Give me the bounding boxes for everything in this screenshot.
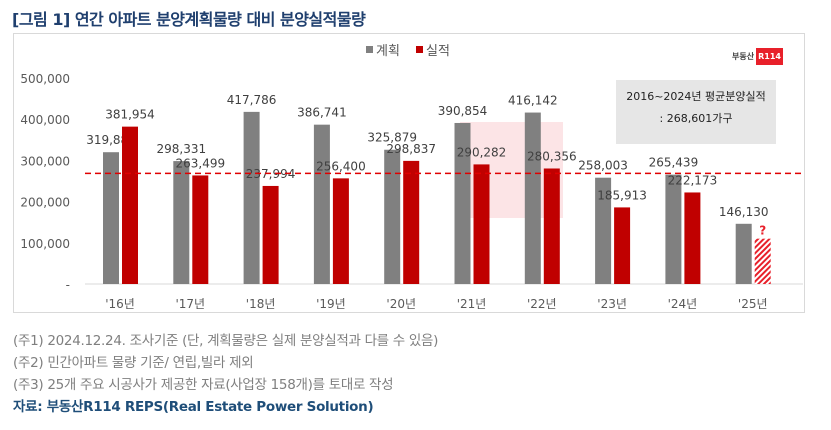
data-label-unknown: ? <box>759 224 766 238</box>
data-label: 263,499 <box>175 156 225 170</box>
x-tick-label: '17년 <box>175 297 205 311</box>
bar-plan <box>595 177 612 284</box>
data-label: 298,331 <box>156 142 206 156</box>
bar-plan <box>665 174 682 284</box>
y-tick-label: 200,000 <box>20 196 70 210</box>
data-label: 146,130 <box>719 205 769 219</box>
bar-actual <box>122 126 138 284</box>
bar-chart: 계획 실적 - 100,000 200,000 300,000 400,000 500,0… <box>20 44 803 311</box>
y-tick-label: 300,000 <box>20 154 70 168</box>
bar-actual <box>332 178 349 284</box>
legend: 계획 실적 <box>366 44 450 59</box>
bar-actual <box>684 192 701 284</box>
data-label: 298,837 <box>386 142 436 156</box>
legend-label-plan: 계획 <box>376 44 400 59</box>
bar-actual <box>192 175 209 284</box>
y-tick-label: - <box>66 278 70 292</box>
data-label: 417,786 <box>227 93 277 107</box>
bar-actual <box>543 168 560 284</box>
logo: 부동산 R114 <box>732 48 783 65</box>
bar-actual <box>403 160 420 284</box>
bar-plan <box>243 111 260 285</box>
logo-badge: R114 <box>756 48 783 65</box>
x-tick-label: '23년 <box>597 297 627 311</box>
y-tick-label: 400,000 <box>20 113 70 127</box>
data-label: 256,400 <box>316 159 366 173</box>
x-tick-label: '21년 <box>457 297 487 311</box>
x-tick-label: '25년 <box>738 297 768 311</box>
x-tick-label: '22년 <box>527 297 557 311</box>
data-label: 280,356 <box>527 149 577 163</box>
logo-text: 부동산 <box>732 52 755 61</box>
data-label: 185,913 <box>597 188 647 202</box>
x-tick-label: '16년 <box>105 297 135 311</box>
data-label: 222,173 <box>668 173 718 187</box>
note-1: (주1) 2024.12.24. 조사기준 (단, 계획물량은 실제 분양실적과… <box>13 333 439 349</box>
average-annotation-box: 2016~2024년 평균분양실적 : 268,601가구 <box>616 80 776 144</box>
bar-plan <box>454 122 471 284</box>
bar-plan <box>313 124 330 284</box>
y-tick-label: 500,000 <box>20 72 70 86</box>
figure-title: [그림 1] 연간 아파트 분양계획물량 대비 분양실적물량 <box>12 10 366 29</box>
source: 자료: 부동산R114 REPS(Real Estate Power Solut… <box>13 399 374 415</box>
legend-swatch-actual <box>416 46 423 53</box>
x-tick-label: '24년 <box>668 297 698 311</box>
data-label: 416,142 <box>508 94 558 108</box>
bar-plan <box>524 112 541 284</box>
footnotes: (주1) 2024.12.24. 조사기준 (단, 계획물량은 실제 분양실적과… <box>13 330 438 418</box>
legend-swatch-plan <box>366 46 373 53</box>
legend-label-actual: 실적 <box>426 44 450 59</box>
data-label: 386,741 <box>297 106 347 120</box>
note-2: (주2) 민간아파트 물량 기준/ 연립,빌라 제외 <box>13 355 254 371</box>
average-line2: : 268,601가구 <box>659 112 733 125</box>
data-label: 265,439 <box>649 156 699 170</box>
average-line1: 2016~2024년 평균분양실적 <box>626 90 766 103</box>
x-tick-label: '20년 <box>386 297 416 311</box>
x-tick-label: '18년 <box>246 297 276 311</box>
data-label: 390,854 <box>438 104 488 118</box>
y-tick-label: 100,000 <box>20 237 70 251</box>
bar-plan <box>735 223 752 284</box>
note-3: (주3) 25개 주요 시공사가 제공한 자료(사업장 158개)를 토대로 작… <box>13 377 394 393</box>
bar-plan <box>173 161 190 284</box>
bar-plan <box>103 152 119 284</box>
data-label: 290,282 <box>457 145 507 159</box>
data-label: 258,003 <box>578 159 628 173</box>
bar-actual <box>262 185 279 284</box>
bar-plan <box>384 149 401 284</box>
bar-actual <box>473 164 490 284</box>
x-tick-label: '19년 <box>316 297 346 311</box>
data-label: 325,879 <box>367 131 417 145</box>
bar-actual-unknown <box>754 238 771 284</box>
data-label: 381,954 <box>105 108 155 122</box>
bar-actual <box>614 207 631 284</box>
